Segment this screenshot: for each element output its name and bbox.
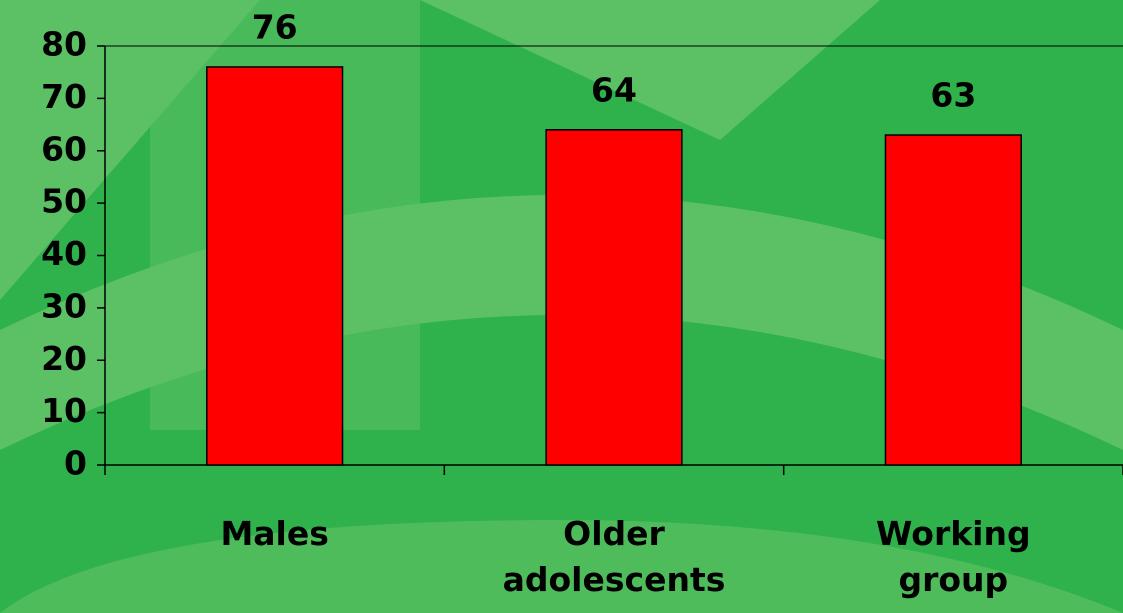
data-label: 63 xyxy=(930,76,976,115)
bar xyxy=(206,66,344,466)
y-tick-label: 30 xyxy=(41,286,87,325)
y-tick-label: 50 xyxy=(41,182,87,221)
x-tick-label: Older adolescents xyxy=(503,514,726,599)
y-tick-label: 10 xyxy=(41,391,87,430)
bar xyxy=(884,134,1022,466)
x-tick-label: Working group xyxy=(876,514,1031,599)
y-tick-label: 0 xyxy=(64,444,87,483)
y-tick-label: 60 xyxy=(41,129,87,168)
x-tick-label: Males xyxy=(220,514,328,553)
y-tick-label: 70 xyxy=(41,77,87,116)
y-tick-label: 20 xyxy=(41,339,87,378)
decor xyxy=(420,0,880,140)
bar xyxy=(545,129,683,466)
y-tick-label: 80 xyxy=(41,25,87,64)
data-label: 64 xyxy=(591,70,637,109)
y-tick-label: 40 xyxy=(41,234,87,273)
data-label: 76 xyxy=(252,7,298,46)
decor xyxy=(0,520,1123,613)
